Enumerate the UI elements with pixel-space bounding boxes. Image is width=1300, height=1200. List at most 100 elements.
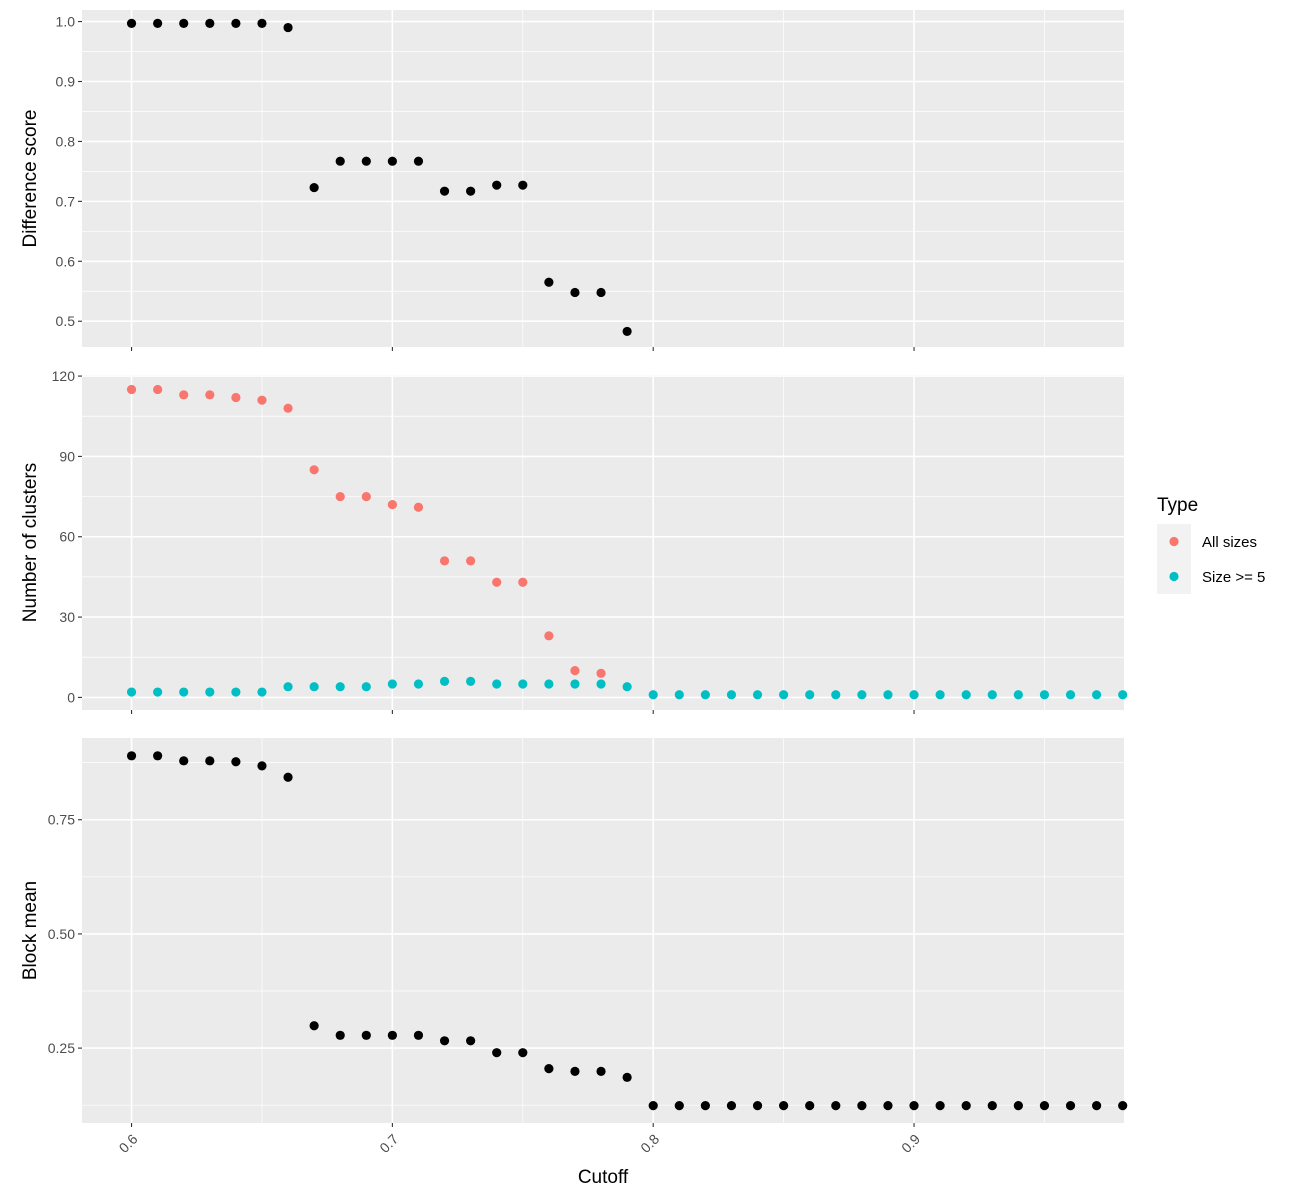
data-point bbox=[466, 186, 476, 196]
data-point bbox=[387, 156, 397, 166]
series-1 bbox=[126, 18, 632, 337]
data-point bbox=[335, 1030, 345, 1040]
data-point bbox=[309, 682, 319, 692]
data-point bbox=[700, 1101, 710, 1111]
data-point bbox=[961, 1101, 971, 1111]
y-tick-label: 60 bbox=[59, 529, 75, 545]
y-tick-label: 0.50 bbox=[48, 926, 75, 942]
data-point bbox=[361, 491, 371, 502]
data-point bbox=[126, 384, 137, 395]
y-axis-title: Difference score bbox=[20, 110, 41, 248]
data-point bbox=[1065, 690, 1076, 700]
data-point bbox=[283, 403, 293, 413]
legend: Type All sizes Size >= 5 bbox=[1157, 495, 1265, 594]
data-point bbox=[752, 690, 763, 700]
data-point bbox=[909, 1101, 919, 1111]
data-point bbox=[153, 687, 163, 697]
data-point bbox=[257, 687, 267, 697]
data-point bbox=[570, 1066, 580, 1076]
data-point bbox=[779, 1101, 789, 1111]
y-tick-label: 0.7 bbox=[56, 193, 76, 209]
data-point bbox=[257, 395, 267, 405]
data-point bbox=[570, 666, 580, 676]
legend-label: All sizes bbox=[1202, 534, 1257, 551]
y-tick-label: 0.9 bbox=[56, 73, 76, 89]
y-axis-title: Number of clusters bbox=[20, 463, 41, 622]
data-point bbox=[361, 156, 371, 166]
y-tick-label: 120 bbox=[52, 368, 76, 384]
data-point bbox=[909, 690, 919, 700]
data-point bbox=[857, 1101, 867, 1111]
data-point bbox=[179, 756, 189, 766]
data-point bbox=[831, 1101, 841, 1111]
y-tick-label: 0 bbox=[67, 689, 75, 705]
data-point bbox=[126, 18, 137, 28]
data-point bbox=[1039, 1101, 1050, 1111]
data-point bbox=[257, 18, 267, 28]
data-point bbox=[492, 1048, 502, 1058]
data-point bbox=[1092, 690, 1102, 700]
data-point bbox=[1039, 690, 1050, 700]
data-point bbox=[935, 1101, 945, 1111]
data-point bbox=[570, 679, 580, 689]
data-point bbox=[387, 679, 397, 689]
data-point bbox=[648, 690, 658, 700]
data-point bbox=[126, 687, 137, 697]
data-point bbox=[857, 690, 867, 700]
data-point bbox=[726, 690, 737, 700]
data-point bbox=[205, 18, 215, 28]
data-point bbox=[126, 751, 137, 761]
data-point bbox=[309, 1021, 319, 1031]
data-point bbox=[935, 690, 945, 700]
y-tick-label: 0.6 bbox=[56, 253, 76, 269]
data-point bbox=[1118, 690, 1128, 700]
data-point bbox=[335, 682, 345, 692]
y-tick-label: 0.25 bbox=[48, 1040, 75, 1056]
data-point bbox=[466, 556, 476, 566]
data-point bbox=[544, 1064, 554, 1074]
data-point bbox=[179, 687, 189, 697]
series-2 bbox=[126, 676, 1128, 700]
data-point bbox=[596, 679, 606, 689]
data-point bbox=[622, 326, 632, 337]
data-point bbox=[283, 22, 293, 33]
y-tick-label: 0.5 bbox=[56, 313, 76, 329]
panel-2: 0 30 60 90 120 Number of clusters bbox=[20, 368, 1128, 714]
data-point bbox=[961, 690, 971, 700]
data-point bbox=[439, 186, 450, 196]
data-point bbox=[283, 682, 293, 692]
panel-background bbox=[82, 375, 1124, 710]
data-point bbox=[492, 180, 502, 190]
data-point bbox=[335, 156, 345, 166]
data-point bbox=[153, 384, 163, 395]
data-point bbox=[492, 577, 502, 587]
data-point bbox=[518, 577, 528, 587]
data-point bbox=[544, 277, 554, 287]
data-point bbox=[413, 502, 424, 512]
data-point bbox=[335, 491, 345, 502]
data-point bbox=[883, 690, 893, 700]
data-point bbox=[179, 390, 189, 400]
data-point bbox=[413, 1030, 424, 1040]
y-tick-label: 90 bbox=[59, 448, 75, 464]
panels: 0.5 0.6 0.7 0.8 0.9 1.0 Difference score 0 30 60 9… bbox=[20, 10, 1128, 1156]
data-point bbox=[1013, 1101, 1023, 1111]
data-point bbox=[518, 679, 528, 689]
y-tick-label: 0.8 bbox=[56, 133, 76, 149]
legend-key bbox=[1169, 571, 1179, 582]
data-point bbox=[231, 18, 241, 28]
data-point bbox=[153, 18, 163, 28]
data-point bbox=[205, 390, 215, 400]
panel-1: 0.5 0.6 0.7 0.8 0.9 1.0 Difference score bbox=[20, 10, 1124, 351]
data-point bbox=[439, 676, 450, 686]
legend-title: Type bbox=[1157, 495, 1198, 516]
data-point bbox=[987, 1101, 997, 1111]
data-point bbox=[309, 465, 319, 475]
data-point bbox=[466, 676, 476, 686]
data-point bbox=[544, 679, 554, 689]
data-point bbox=[1013, 690, 1023, 700]
data-point bbox=[544, 631, 554, 641]
data-point bbox=[1065, 1101, 1076, 1111]
data-point bbox=[309, 182, 319, 193]
